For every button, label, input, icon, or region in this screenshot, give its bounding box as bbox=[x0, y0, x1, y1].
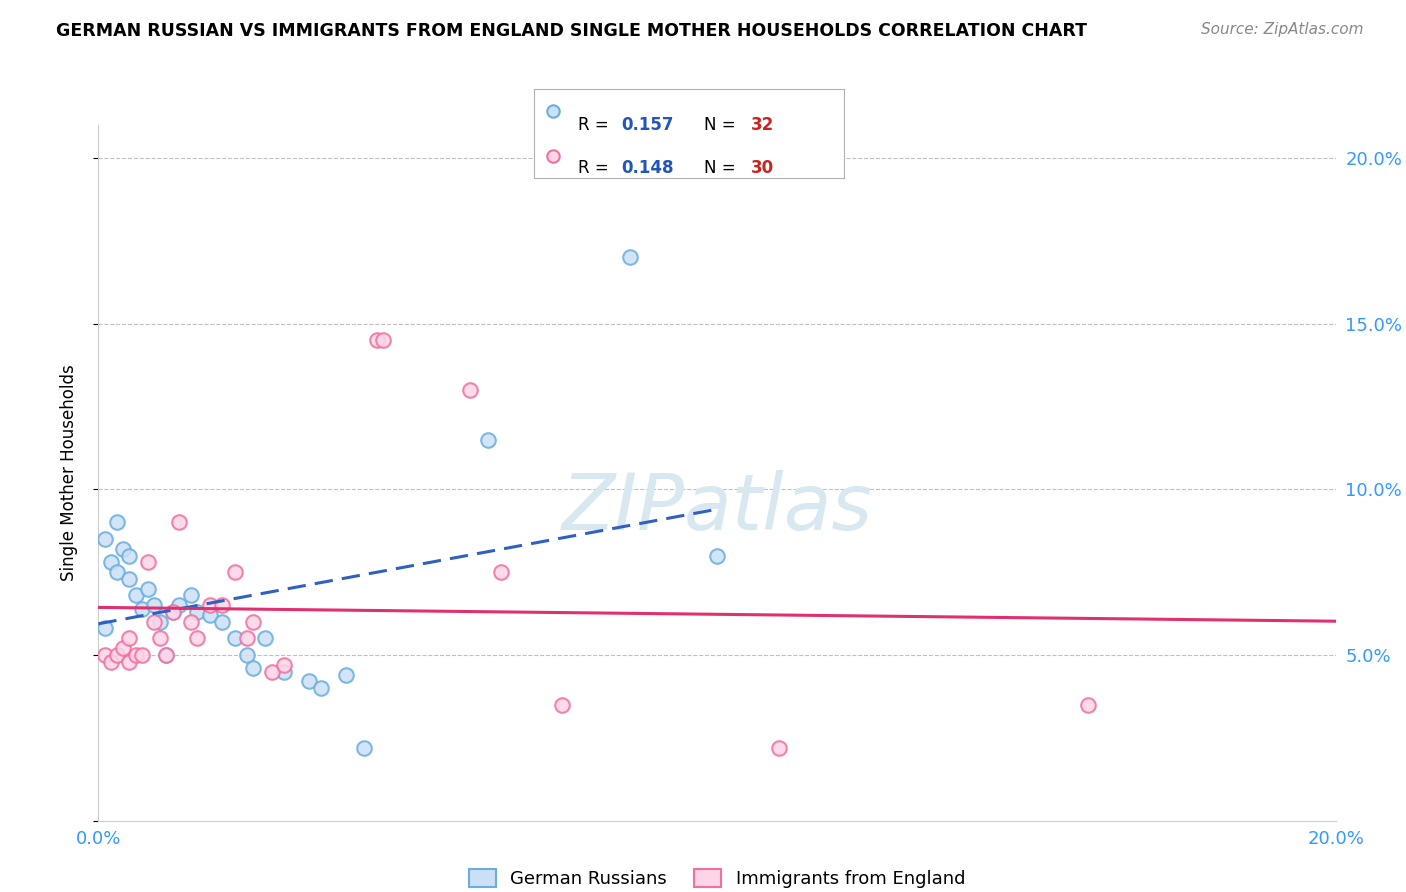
Text: N =: N = bbox=[704, 159, 741, 177]
Point bbox=[242, 661, 264, 675]
Text: 0.157: 0.157 bbox=[621, 116, 673, 134]
Point bbox=[353, 740, 375, 755]
Point bbox=[541, 104, 564, 119]
Point bbox=[236, 648, 259, 662]
Point bbox=[1077, 698, 1099, 712]
Point bbox=[118, 655, 141, 669]
Point bbox=[180, 588, 202, 602]
Point bbox=[112, 641, 135, 656]
Point bbox=[236, 632, 259, 646]
Y-axis label: Single Mother Households: Single Mother Households bbox=[59, 365, 77, 581]
Text: Source: ZipAtlas.com: Source: ZipAtlas.com bbox=[1201, 22, 1364, 37]
Text: ZIPatlas: ZIPatlas bbox=[561, 469, 873, 546]
Point bbox=[118, 632, 141, 646]
Point bbox=[335, 668, 357, 682]
Point bbox=[180, 615, 202, 629]
Point bbox=[273, 657, 295, 672]
Point bbox=[224, 565, 246, 579]
Point bbox=[706, 549, 728, 563]
Point bbox=[93, 622, 115, 636]
Point bbox=[131, 648, 153, 662]
Point bbox=[273, 665, 295, 679]
Point bbox=[167, 599, 190, 613]
Point bbox=[619, 251, 641, 265]
Point bbox=[105, 516, 128, 530]
Point bbox=[477, 433, 499, 447]
Point bbox=[124, 648, 146, 662]
Point bbox=[105, 565, 128, 579]
Point bbox=[155, 648, 177, 662]
Point bbox=[768, 740, 790, 755]
Point bbox=[143, 615, 166, 629]
Legend: German Russians, Immigrants from England: German Russians, Immigrants from England bbox=[461, 862, 973, 892]
Point bbox=[118, 549, 141, 563]
Point bbox=[211, 615, 233, 629]
Text: 30: 30 bbox=[751, 159, 773, 177]
Point bbox=[186, 605, 208, 619]
Point bbox=[242, 615, 264, 629]
Text: 32: 32 bbox=[751, 116, 775, 134]
Point bbox=[118, 572, 141, 586]
Point bbox=[198, 608, 221, 623]
Point bbox=[224, 632, 246, 646]
Point bbox=[136, 555, 159, 569]
Point bbox=[254, 632, 277, 646]
Point bbox=[100, 655, 122, 669]
Point bbox=[489, 565, 512, 579]
Point bbox=[198, 599, 221, 613]
Point bbox=[458, 383, 481, 397]
Point bbox=[93, 532, 115, 546]
Text: R =: R = bbox=[578, 116, 613, 134]
Point bbox=[136, 582, 159, 596]
Point bbox=[211, 599, 233, 613]
Point bbox=[371, 333, 394, 347]
Text: R =: R = bbox=[578, 159, 613, 177]
Point bbox=[167, 516, 190, 530]
Text: N =: N = bbox=[704, 116, 741, 134]
Point bbox=[260, 665, 283, 679]
Point bbox=[149, 632, 172, 646]
Point bbox=[93, 648, 115, 662]
Point bbox=[551, 698, 574, 712]
Text: 0.148: 0.148 bbox=[621, 159, 673, 177]
Text: GERMAN RUSSIAN VS IMMIGRANTS FROM ENGLAND SINGLE MOTHER HOUSEHOLDS CORRELATION C: GERMAN RUSSIAN VS IMMIGRANTS FROM ENGLAN… bbox=[56, 22, 1087, 40]
Point bbox=[143, 599, 166, 613]
Point bbox=[366, 333, 388, 347]
Point bbox=[186, 632, 208, 646]
Point bbox=[541, 149, 564, 163]
Point bbox=[298, 674, 321, 689]
Point bbox=[131, 601, 153, 615]
Point bbox=[112, 541, 135, 556]
Point bbox=[155, 648, 177, 662]
Point bbox=[162, 605, 184, 619]
Point bbox=[105, 648, 128, 662]
Point bbox=[162, 605, 184, 619]
Point bbox=[100, 555, 122, 569]
Point bbox=[309, 681, 332, 695]
Point bbox=[149, 615, 172, 629]
Point bbox=[124, 588, 146, 602]
